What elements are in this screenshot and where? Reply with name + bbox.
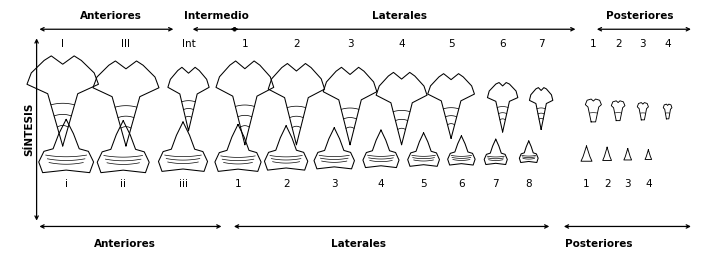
- Text: 1: 1: [583, 179, 590, 189]
- Text: 2: 2: [283, 179, 289, 189]
- Text: Laterales: Laterales: [331, 239, 386, 249]
- Text: Anteriores: Anteriores: [94, 239, 155, 249]
- Text: Posteriores: Posteriores: [565, 239, 633, 249]
- Text: I: I: [62, 39, 64, 49]
- Text: 6: 6: [499, 39, 506, 49]
- Text: ii: ii: [120, 179, 126, 189]
- Text: III: III: [122, 39, 130, 49]
- Text: i: i: [64, 179, 67, 189]
- Text: 8: 8: [526, 179, 532, 189]
- Text: 3: 3: [331, 179, 337, 189]
- Text: 6: 6: [458, 179, 465, 189]
- Text: 7: 7: [493, 179, 499, 189]
- Text: Int: Int: [182, 39, 195, 49]
- Text: 3: 3: [624, 179, 631, 189]
- Text: iii: iii: [178, 179, 188, 189]
- Text: 2: 2: [604, 179, 611, 189]
- Text: Posteriores: Posteriores: [606, 11, 674, 21]
- Text: 3: 3: [639, 39, 646, 49]
- Text: 5: 5: [448, 39, 455, 49]
- Text: 1: 1: [235, 179, 241, 189]
- Text: 4: 4: [398, 39, 405, 49]
- Text: 4: 4: [645, 179, 652, 189]
- Text: 2: 2: [615, 39, 621, 49]
- Text: Laterales: Laterales: [372, 11, 427, 21]
- Text: 4: 4: [664, 39, 671, 49]
- Text: SÍNTESIS: SÍNTESIS: [25, 103, 35, 156]
- Text: 2: 2: [293, 39, 300, 49]
- Text: 4: 4: [377, 179, 384, 189]
- Text: Anteriores: Anteriores: [80, 11, 142, 21]
- Text: Intermedio: Intermedio: [183, 11, 248, 21]
- Text: 3: 3: [347, 39, 354, 49]
- Text: 5: 5: [420, 179, 427, 189]
- Text: 7: 7: [538, 39, 544, 49]
- Text: 1: 1: [590, 39, 596, 49]
- Text: 1: 1: [241, 39, 248, 49]
